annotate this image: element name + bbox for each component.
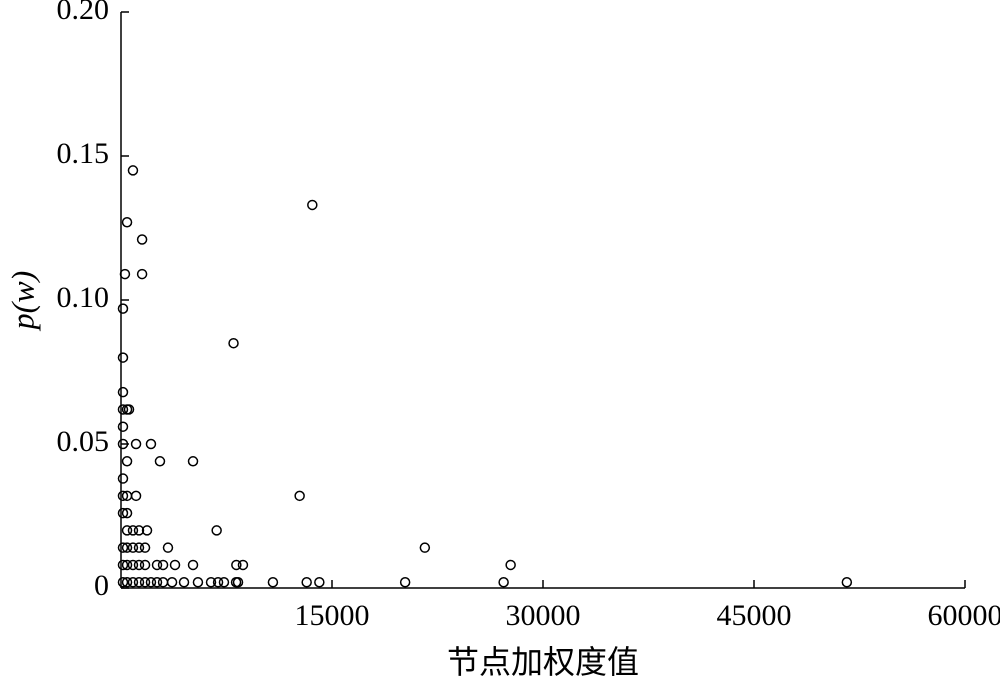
point	[178, 576, 190, 588]
point	[139, 542, 151, 553]
point	[133, 525, 145, 536]
point	[117, 421, 129, 432]
point	[232, 576, 244, 588]
y-tick-label: 0	[94, 569, 109, 602]
point	[139, 576, 151, 588]
point	[419, 542, 431, 553]
point	[117, 404, 129, 415]
point	[121, 559, 133, 571]
point	[127, 559, 139, 571]
y-tick-label: 0.15	[57, 137, 110, 170]
point	[133, 542, 145, 553]
point	[307, 199, 318, 211]
x-tick-label: 60000	[928, 599, 1000, 632]
point	[294, 490, 305, 502]
point	[117, 507, 129, 519]
point	[205, 576, 217, 588]
point	[121, 576, 133, 588]
x-tick-label: 15000	[295, 599, 370, 632]
point	[145, 438, 157, 450]
point	[117, 303, 129, 314]
point	[157, 576, 169, 588]
point	[117, 559, 129, 571]
point	[117, 386, 129, 398]
y-tick-label: 0.10	[57, 281, 110, 314]
point	[169, 559, 181, 571]
point	[119, 268, 131, 280]
point	[187, 456, 199, 467]
point	[157, 559, 169, 571]
point	[237, 559, 249, 571]
point	[154, 456, 166, 467]
point	[505, 559, 516, 571]
point	[841, 576, 853, 588]
point	[127, 165, 139, 176]
point	[218, 576, 230, 588]
point	[498, 576, 509, 588]
point	[133, 576, 145, 588]
y-axis-label: p(w)	[4, 271, 40, 332]
point	[267, 576, 279, 588]
point	[121, 542, 133, 553]
point	[136, 234, 148, 245]
point	[314, 576, 325, 588]
point	[117, 576, 129, 588]
point	[166, 576, 178, 588]
point	[145, 576, 157, 588]
y-tick-label: 0.05	[57, 425, 110, 458]
point	[127, 525, 139, 536]
point	[192, 576, 204, 588]
point	[123, 404, 135, 415]
point	[127, 576, 139, 588]
point	[399, 576, 411, 588]
point	[228, 337, 239, 349]
point	[187, 559, 199, 571]
point	[211, 525, 222, 536]
point	[151, 559, 163, 571]
point	[139, 559, 151, 571]
point	[117, 490, 129, 502]
point	[130, 490, 142, 502]
point	[212, 576, 224, 588]
point	[133, 559, 145, 571]
point	[121, 525, 133, 536]
point	[231, 559, 242, 571]
point	[117, 438, 129, 450]
point	[121, 216, 133, 228]
point	[301, 576, 312, 588]
point	[121, 456, 133, 467]
point	[162, 542, 174, 553]
point	[127, 542, 139, 553]
x-axis-label: 节点加权度值	[447, 643, 639, 681]
point	[117, 473, 129, 484]
point	[130, 438, 142, 450]
point	[121, 507, 133, 519]
x-tick-label: 45000	[717, 599, 792, 632]
point	[117, 352, 129, 363]
y-tick-label: 0.20	[57, 0, 110, 26]
point	[151, 576, 163, 588]
point	[141, 525, 153, 536]
point	[136, 268, 148, 280]
point	[117, 542, 129, 553]
x-tick-label: 30000	[506, 599, 581, 632]
